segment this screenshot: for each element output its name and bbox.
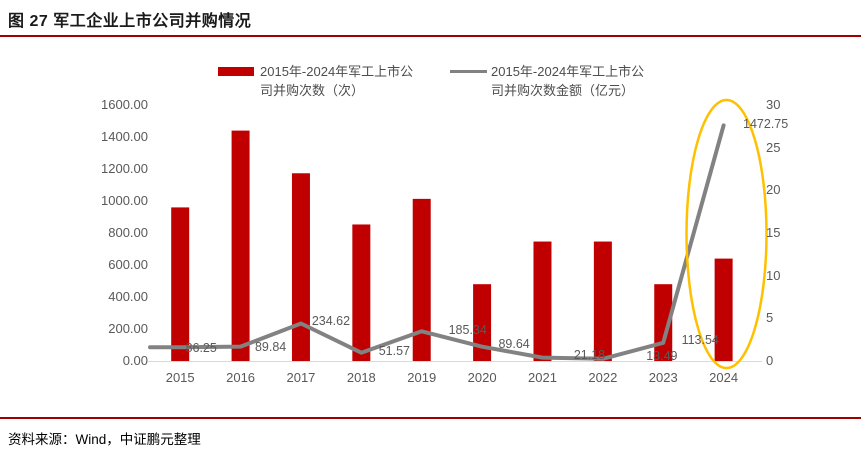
point-label-2018: 51.57 [378,343,410,358]
x-axis-label-2021: 2021 [528,370,557,385]
x-axis-label-2024: 2024 [709,370,739,385]
top-divider [0,35,861,37]
x-axis-label-2023: 2023 [648,370,678,385]
bar-2020 [473,284,492,361]
x-axis-label-2017: 2017 [286,370,316,385]
line-series-label-line1: 2015年-2024年军工上市公 [491,64,645,79]
bar-series-label-line2: 司并购次数（次） [260,83,365,98]
figure-title: 图 27 军工企业上市公司并购情况 [8,13,252,30]
right-axis-tick-5: 5 [766,310,774,326]
point-label-2020: 89.64 [498,336,530,351]
bar-series-swatch [218,67,254,76]
bar-2021 [533,241,552,361]
right-axis-tick-15: 15 [766,225,781,240]
left-axis-tick-1200.00: 1200.00 [101,161,148,176]
bar-2023 [654,284,673,361]
left-axis-tick-800.00: 800.00 [108,225,148,240]
source-note: 资料来源：Wind，中证鹏元整理 [8,432,201,447]
right-axis-tick-25: 25 [766,139,781,155]
x-axis-label-2018: 2018 [346,370,376,385]
bar-2024 [714,258,733,361]
left-axis-tick-600.00: 600.00 [108,257,148,272]
bar-2016 [231,130,250,361]
amount-line-series [148,123,726,361]
x-axis-label-2019: 2019 [407,370,437,385]
right-axis-tick-0: 0 [766,353,774,368]
right-axis-tick-30: 30 [766,97,781,112]
bar-2019 [412,198,431,361]
line-series-label: 2015年-2024年军工上市公 司并购次数金额（亿元） [491,62,644,100]
x-axis-label-2020: 2020 [467,370,497,385]
bar-2017 [291,173,310,361]
bottom-divider [0,417,861,419]
chart-legend: 2015年-2024年军工上市公 司并购次数（次） 2015年-2024年军工上… [0,62,861,102]
bar-series-label-line1: 2015年-2024年军工上市公 [260,64,414,79]
left-axis-tick-0.00: 0.00 [122,353,148,368]
right-axis-tick-10: 10 [766,267,781,283]
x-axis-label-2015: 2015 [165,370,195,385]
line-series-label-line2: 司并购次数金额（亿元） [491,83,635,98]
highlight-ellipse-2024 [685,98,768,370]
left-axis-tick-200.00: 200.00 [108,321,148,336]
point-label-2016: 89.84 [254,339,287,354]
left-axis-tick-1000.00: 1000.00 [101,193,148,208]
bar-2018 [352,224,371,361]
left-axis-tick-1400.00: 1400.00 [101,129,148,144]
point-label-2017: 234.62 [311,314,351,329]
bar-2022 [593,241,612,361]
x-axis-label-2016: 2016 [226,370,256,385]
point-label-2024: 1472.75 [743,117,789,132]
legend-item-bar-series: 2015年-2024年军工上市公 司并购次数（次） [218,62,413,100]
left-axis-tick-1600.00: 1600.00 [101,97,148,112]
right-axis-tick-20: 20 [766,182,781,198]
legend-item-line-series: 2015年-2024年军工上市公 司并购次数金额（亿元） [450,62,644,100]
point-label-2021: 21.18 [573,347,606,362]
bar-series-label: 2015年-2024年军工上市公 司并购次数（次） [260,62,413,100]
bar-2015 [171,207,190,361]
point-label-2023: 113.54 [681,332,719,347]
point-label-2015: 86.25 [185,341,217,356]
point-label-2022: 13.49 [646,348,678,363]
point-label-2019: 185.34 [448,323,487,338]
line-series-swatch [450,70,487,73]
x-axis-label-2022: 2022 [588,370,618,385]
left-axis-tick-400.00: 400.00 [108,289,148,304]
